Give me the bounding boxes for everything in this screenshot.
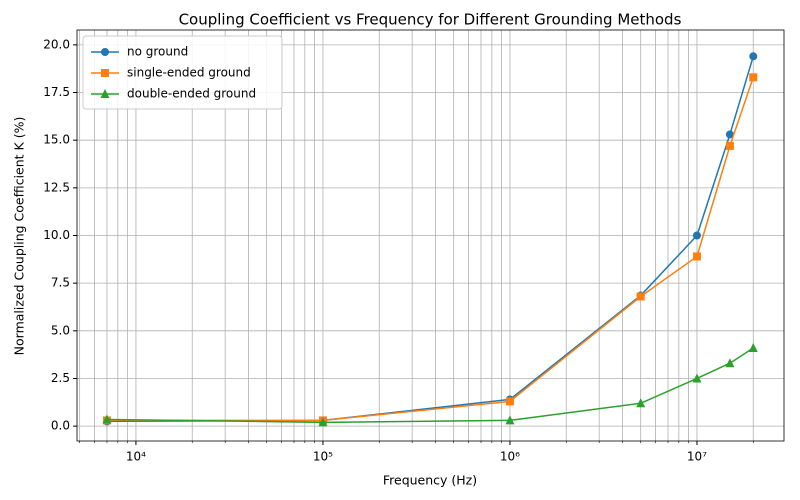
y-tick-label: 2.5 xyxy=(51,371,70,385)
marker xyxy=(505,415,515,425)
marker xyxy=(636,398,646,408)
marker xyxy=(692,373,702,383)
y-tick-label: 17.5 xyxy=(43,85,70,99)
marker xyxy=(725,358,735,368)
marker xyxy=(318,417,328,427)
x-tick-label: 10⁶ xyxy=(500,450,520,464)
marker xyxy=(102,414,112,424)
legend-marker xyxy=(101,69,109,77)
x-axis-label: Frequency (Hz) xyxy=(383,473,477,488)
series-line xyxy=(106,77,754,422)
y-tick-label: 20.0 xyxy=(43,37,70,51)
marker xyxy=(725,141,734,150)
marker xyxy=(636,292,645,301)
legend-label: single-ended ground xyxy=(127,66,251,80)
marker xyxy=(692,252,701,261)
y-axis-label: Normalized Coupling Coefficient K (%) xyxy=(12,117,27,356)
x-tick-label: 10⁴ xyxy=(126,450,146,464)
series-line xyxy=(106,56,754,423)
marker xyxy=(505,397,514,406)
legend-marker xyxy=(100,89,110,98)
y-tick-label: 0.0 xyxy=(51,419,70,433)
y-tick-label: 10.0 xyxy=(43,228,70,242)
legend-marker xyxy=(101,48,109,56)
x-tick-label: 10⁷ xyxy=(687,450,707,464)
marker xyxy=(692,231,701,240)
y-tick-label: 5.0 xyxy=(51,323,70,337)
marker xyxy=(749,52,758,61)
marker xyxy=(749,73,758,82)
legend-box xyxy=(82,35,283,110)
legend-label: double-ended ground xyxy=(127,87,256,101)
marker xyxy=(725,130,734,139)
marker xyxy=(748,342,758,352)
y-tick-label: 15.0 xyxy=(43,133,70,147)
series-line xyxy=(106,347,754,424)
legend-label: no ground xyxy=(127,45,188,59)
y-tick-label: 12.5 xyxy=(43,180,70,194)
plot-frame xyxy=(76,29,785,442)
x-tick-label: 10⁵ xyxy=(313,450,333,464)
chart-title: Coupling Coefficient vs Frequency for Di… xyxy=(179,11,682,29)
y-tick-label: 7.5 xyxy=(51,276,70,290)
